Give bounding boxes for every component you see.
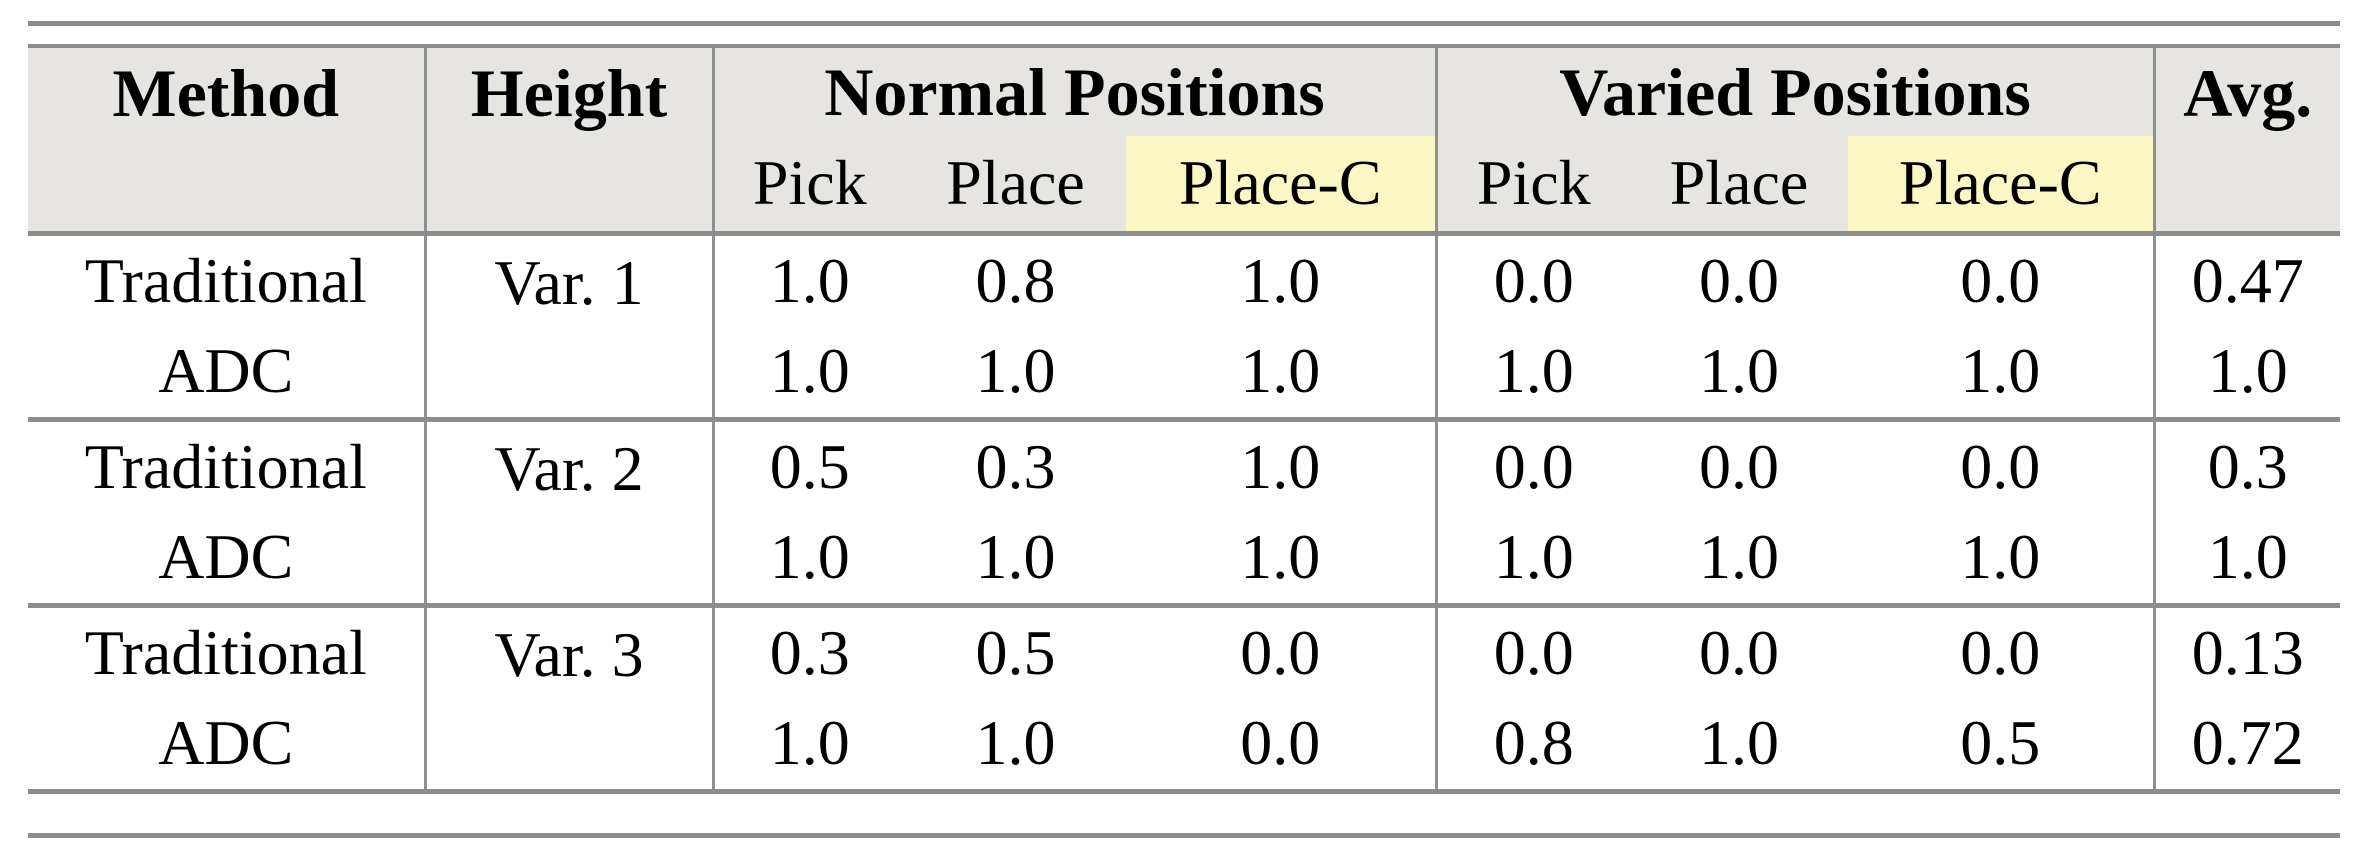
- value-cell: 1.0: [713, 233, 905, 326]
- value-cell: 1.0: [1126, 512, 1438, 608]
- value-cell: 0.0: [1436, 605, 1631, 698]
- value-cell: 1.0: [1436, 326, 1631, 422]
- method-cell: ADC: [28, 698, 427, 794]
- value-cell: 0.3: [905, 419, 1126, 512]
- method-cell: Traditional: [28, 233, 427, 326]
- method-cell: ADC: [28, 326, 427, 422]
- value-cell: 0.0: [1848, 605, 2156, 698]
- value-cell: 0.0: [1630, 233, 1849, 326]
- value-cell: 0.5: [713, 419, 905, 512]
- value-cell: 0.0: [1630, 605, 1849, 698]
- value-cell: 1.0: [713, 326, 905, 422]
- avg-cell: 0.47: [2154, 233, 2341, 326]
- col-header-avg: Avg.: [2154, 46, 2341, 233]
- method-cell: Traditional: [28, 419, 427, 512]
- results-table: Method Height Normal Positions Varied Po…: [28, 44, 2341, 794]
- value-cell: 1.0: [1848, 512, 2156, 608]
- height-cell: Var. 3: [425, 605, 715, 794]
- value-cell: 0.0: [1630, 419, 1849, 512]
- value-cell: 0.3: [713, 605, 905, 698]
- top-rule: [28, 21, 2340, 26]
- value-cell: 1.0: [1436, 512, 1631, 608]
- subcol-header-varied-pick: Pick: [1436, 136, 1631, 233]
- avg-cell: 1.0: [2154, 326, 2341, 422]
- col-header-method: Method: [28, 46, 427, 233]
- value-cell: 1.0: [1126, 419, 1438, 512]
- subcol-header-varied-place: Place: [1630, 136, 1849, 233]
- subcol-header-normal-place: Place: [905, 136, 1126, 233]
- subcol-header-normal-place-c: Place-C: [1126, 136, 1438, 233]
- subcol-header-varied-place-c: Place-C: [1848, 136, 2156, 233]
- col-group-normal-positions: Normal Positions: [713, 46, 1438, 136]
- value-cell: 1.0: [713, 698, 905, 794]
- value-cell: 0.0: [1848, 233, 2156, 326]
- value-cell: 0.0: [1126, 698, 1438, 794]
- value-cell: 1.0: [1630, 326, 1849, 422]
- table-row: ADC 1.0 1.0 1.0 1.0 1.0 1.0 1.0: [28, 326, 2341, 422]
- method-cell: ADC: [28, 512, 427, 608]
- value-cell: 0.8: [905, 233, 1126, 326]
- col-header-height: Height: [425, 46, 715, 233]
- header-row-sub: Pick Place Place-C Pick Place Place-C: [28, 136, 2340, 233]
- value-cell: 0.8: [1436, 698, 1631, 794]
- value-cell: 0.0: [1126, 605, 1438, 698]
- height-cell: Var. 2: [425, 419, 715, 608]
- value-cell: 1.0: [713, 512, 905, 608]
- bottom-rule: [28, 833, 2340, 838]
- value-cell: 0.0: [1436, 233, 1631, 326]
- col-group-varied-positions: Varied Positions: [1436, 46, 2156, 136]
- method-cell: Traditional: [28, 605, 427, 698]
- value-cell: 0.0: [1848, 419, 2156, 512]
- value-cell: 0.5: [1848, 698, 2156, 794]
- table-body: Traditional Var. 1 1.0 0.8 1.0 0.0 0.0 0…: [28, 233, 2341, 794]
- avg-cell: 1.0: [2154, 512, 2341, 608]
- value-cell: 1.0: [1126, 233, 1438, 326]
- value-cell: 1.0: [1630, 698, 1849, 794]
- table-row: Traditional Var. 1 1.0 0.8 1.0 0.0 0.0 0…: [28, 233, 2341, 422]
- table-header: Method Height Normal Positions Varied Po…: [28, 46, 2341, 233]
- avg-cell: 0.3: [2154, 419, 2341, 512]
- subcol-header-normal-pick: Pick: [713, 136, 905, 233]
- value-cell: 1.0: [1126, 326, 1438, 422]
- height-cell: Var. 1: [425, 233, 715, 422]
- value-cell: 0.5: [905, 605, 1126, 698]
- value-cell: 1.0: [905, 698, 1126, 794]
- header-row-groups: Method Height Normal Positions Varied Po…: [28, 46, 2341, 233]
- avg-cell: 0.13: [2154, 605, 2341, 698]
- value-cell: 1.0: [1848, 326, 2156, 422]
- table-row: Traditional Var. 2 0.5 0.3 1.0 0.0 0.0 0…: [28, 419, 2341, 608]
- table-row: ADC 1.0 1.0 0.0 0.8 1.0 0.5 0.72: [28, 698, 2341, 794]
- table-row: ADC 1.0 1.0 1.0 1.0 1.0 1.0 1.0: [28, 512, 2341, 608]
- value-cell: 1.0: [905, 512, 1126, 608]
- avg-cell: 0.72: [2154, 698, 2341, 794]
- value-cell: 1.0: [905, 326, 1126, 422]
- table-row: Traditional Var. 3 0.3 0.5 0.0 0.0 0.0 0…: [28, 605, 2341, 794]
- value-cell: 1.0: [1630, 512, 1849, 608]
- value-cell: 0.0: [1436, 419, 1631, 512]
